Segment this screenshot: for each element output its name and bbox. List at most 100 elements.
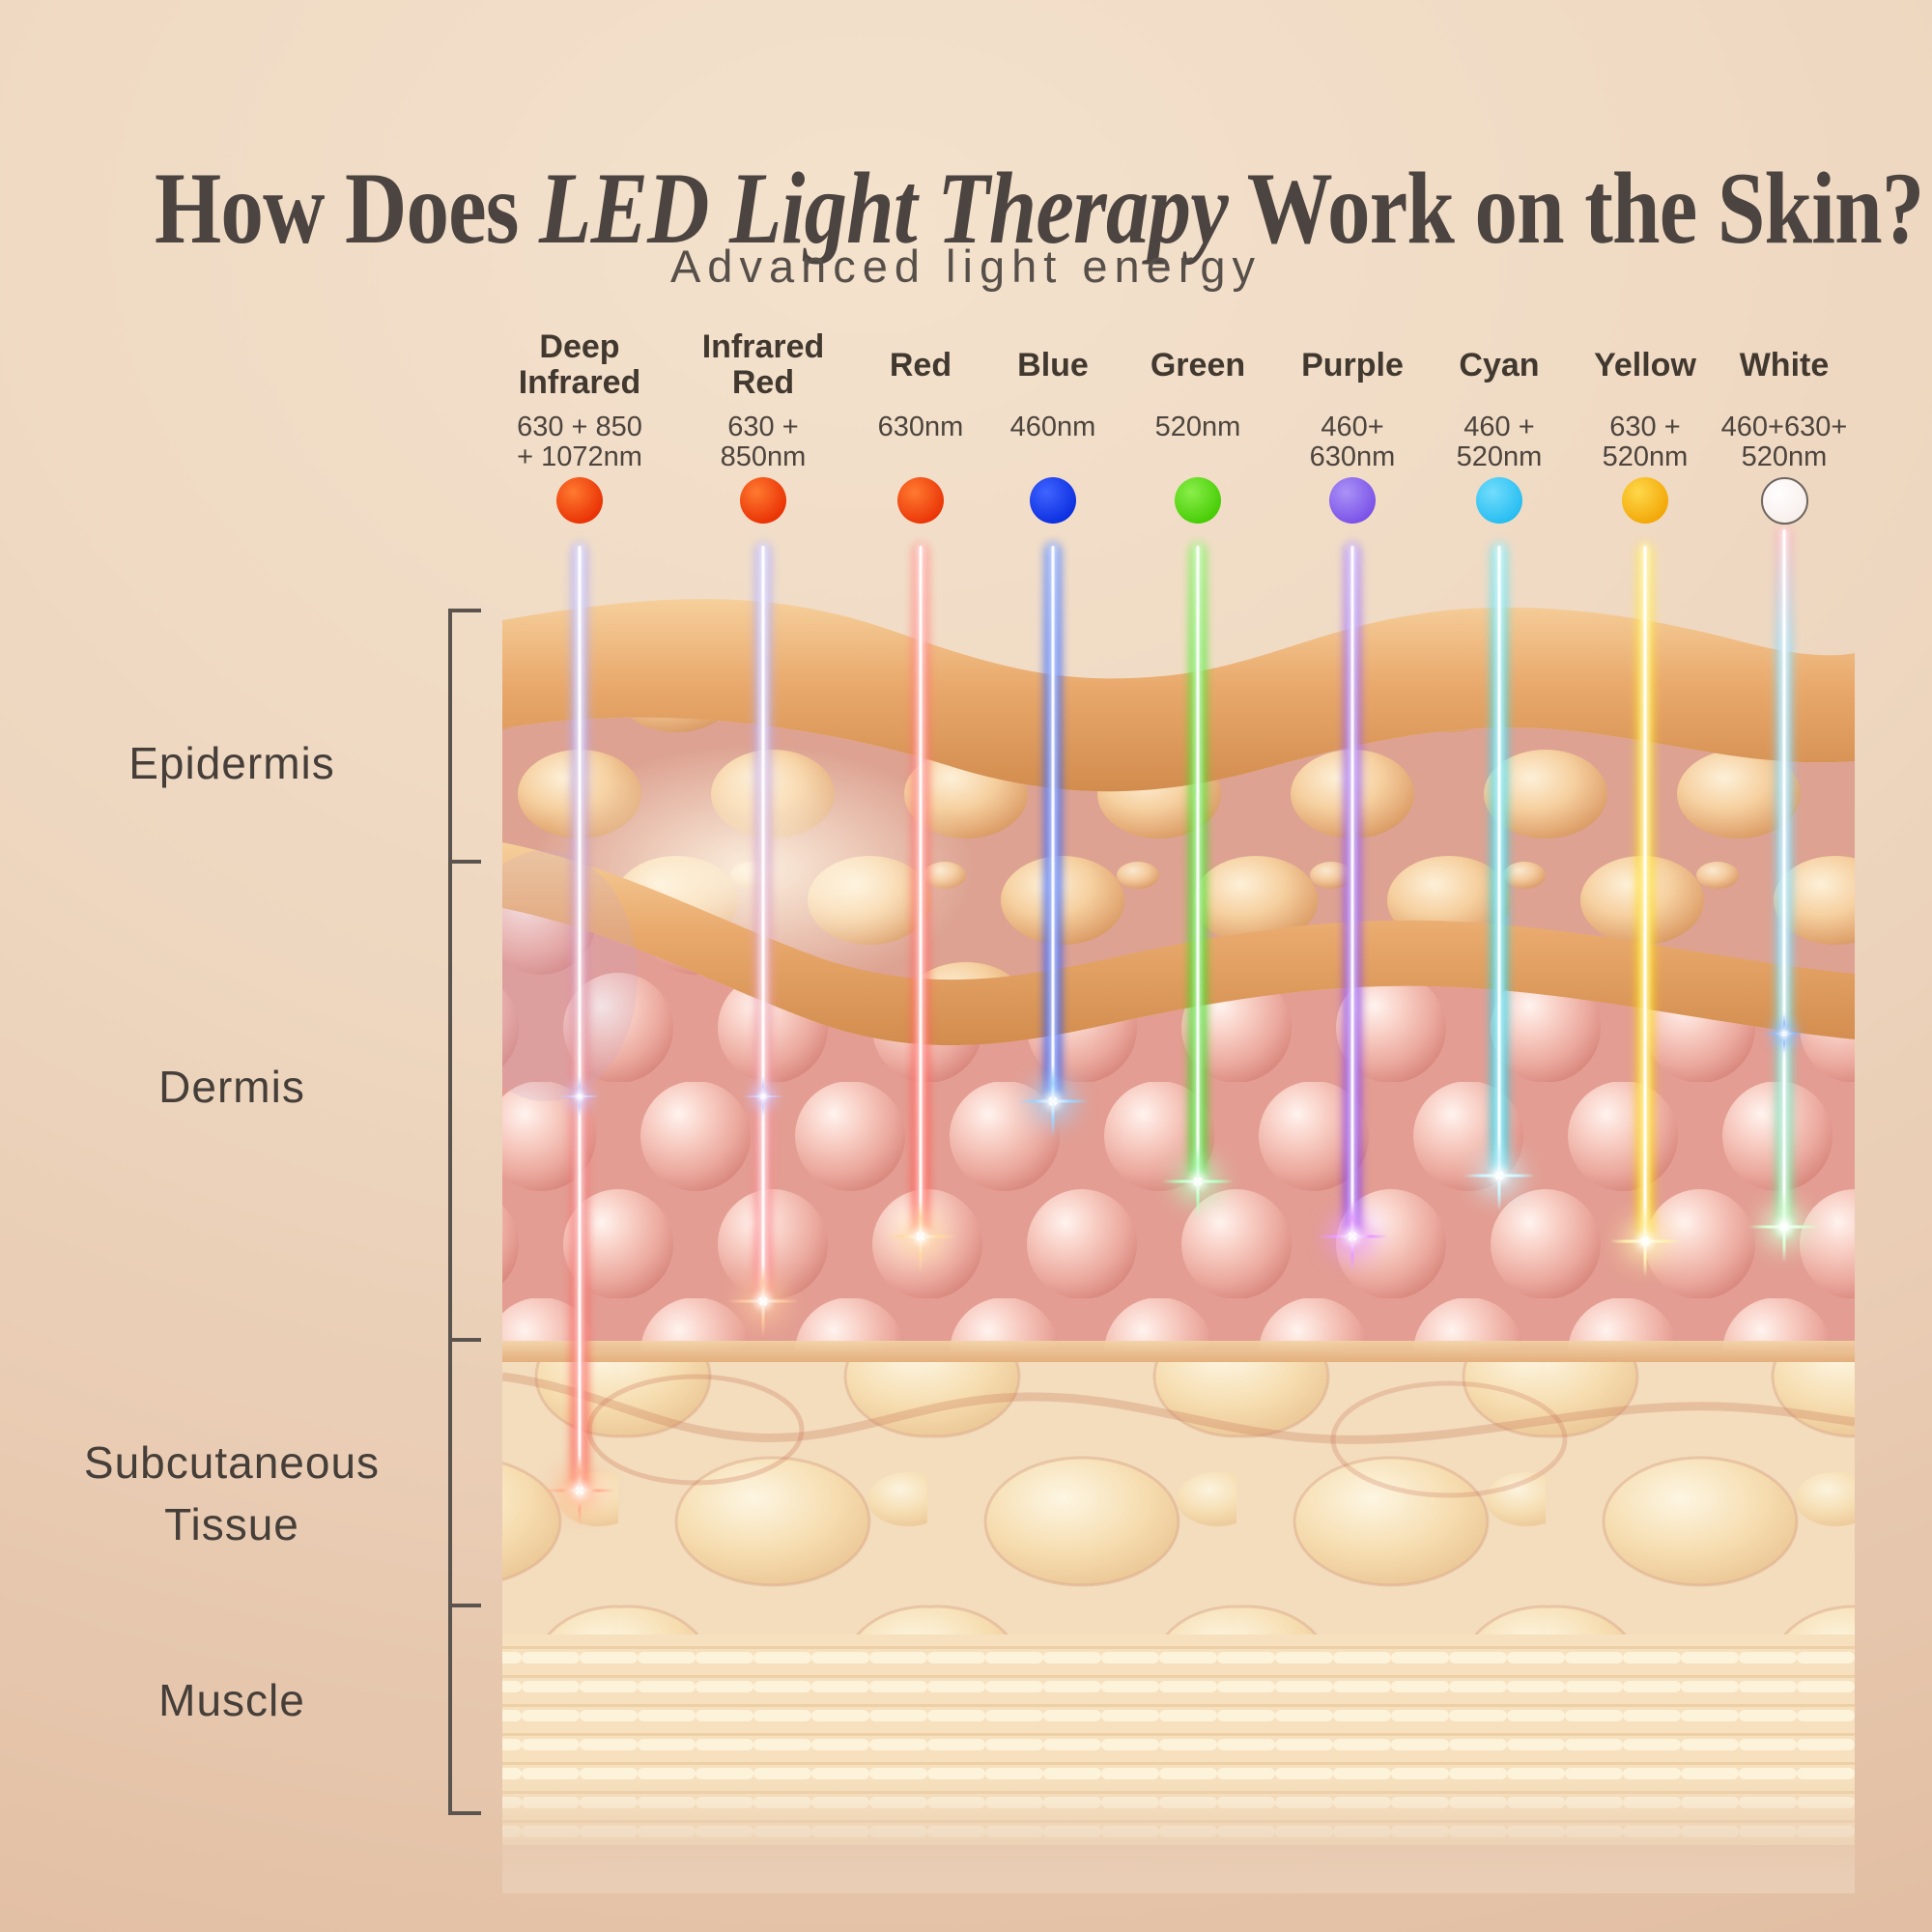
bracket-tick-dermis-subcutaneous (450, 1338, 481, 1342)
fat-lobule-outline (586, 1374, 805, 1486)
bracket-tick-epidermis-dermis (450, 860, 481, 864)
basement-membrane-band (502, 842, 1855, 1046)
beam-core (761, 546, 765, 1298)
wavelength-line: 460 + (1463, 412, 1535, 442)
layer-label-line: Subcutaneous (83, 1437, 381, 1488)
beam-green (1190, 543, 1206, 1181)
title-suffix: Work on the Skin? (1227, 152, 1925, 266)
beam-end-spark-green (1193, 1177, 1203, 1186)
wavelength-line: 460+630+ (1720, 412, 1848, 442)
beam-end-spark-deep-infrared (575, 1486, 584, 1495)
light-name-line: Red (731, 364, 795, 401)
led-dot-infrared-red (740, 477, 786, 524)
wavelength-line: 520nm (1741, 441, 1828, 472)
dermis-subcutaneous-separator (502, 1341, 1855, 1364)
wavelength-line: 630nm (877, 412, 964, 442)
skin-surface-band (502, 599, 1855, 792)
wavelength-line: 630 + (727, 412, 799, 442)
layer-label-epidermis: Epidermis (128, 738, 335, 788)
light-name: Blue (961, 325, 1145, 406)
mid-spark-infrared-red (760, 1094, 766, 1099)
wavelength-line: 520nm (1456, 441, 1543, 472)
light-name: Deep Infrared (488, 325, 671, 406)
beam-core (1196, 546, 1200, 1179)
title-prefix: How Does (155, 152, 540, 266)
led-dot-green (1175, 477, 1221, 524)
beam-core (1497, 546, 1501, 1173)
light-wavelength: 630 + 850 + 1072nm (488, 412, 671, 472)
beam-end-spark-white (1779, 1222, 1789, 1232)
light-column-deep-infrared: Deep Infrared 630 + 850 + 1072nm (488, 0, 671, 541)
light-name-line: Cyan (1459, 346, 1540, 384)
light-name: Cyan (1407, 325, 1591, 406)
wavelength-line: 460nm (1009, 412, 1096, 442)
beam-core (1782, 529, 1786, 1234)
subcutaneous-membrane (502, 1372, 1855, 1444)
light-wavelength: 630 +520nm (1553, 412, 1737, 472)
light-wavelength: 460 +520nm (1407, 412, 1591, 472)
title-emphasis: LED Light Therapy (539, 152, 1229, 266)
wavelength-line: 460+ (1321, 412, 1384, 442)
beam-infrared-red (755, 543, 771, 1301)
light-name-line: Infrared (518, 364, 641, 401)
beam-end-spark-purple (1348, 1232, 1357, 1241)
light-name: Purple (1261, 325, 1444, 406)
layer-label-muscle: Muscle (158, 1675, 305, 1725)
dermis-lavender-tint (502, 850, 638, 1101)
beam-red (913, 543, 928, 1236)
wavelength-line: + 1072nm (517, 441, 642, 472)
beam-core (578, 546, 582, 1488)
beam-purple (1345, 543, 1360, 1236)
light-column-purple: Purple 460+ 630nm (1261, 0, 1444, 541)
led-dot-cyan (1476, 477, 1522, 524)
wavelength-line: 520nm (1602, 441, 1689, 472)
wavelength-line: 630nm (1309, 441, 1396, 472)
light-name-line: Red (889, 346, 952, 384)
skin-cross-section-illustration (502, 599, 1855, 1893)
bracket-tick-top (450, 609, 481, 612)
light-name-line: Deep (539, 328, 620, 365)
led-dot-purple (1329, 477, 1376, 524)
light-name: White (1692, 325, 1876, 406)
mid-spark-white (1781, 1031, 1787, 1037)
subcutaneous-fat (502, 1362, 1855, 1638)
light-name-line: Blue (1017, 346, 1089, 384)
bracket-tick-subcutaneous-muscle (450, 1604, 481, 1607)
light-name-line: Purple (1301, 346, 1404, 384)
beam-deep-infrared (572, 543, 587, 1491)
beam-core (1350, 546, 1354, 1234)
wavelength-line: 520nm (1154, 412, 1241, 442)
light-name: Red (829, 325, 1012, 406)
led-dot-yellow (1622, 477, 1668, 524)
light-column-blue: Blue 460nm (961, 0, 1145, 541)
beam-end-spark-yellow (1640, 1236, 1650, 1246)
light-name-line: Yellow (1594, 346, 1696, 384)
subtitle: Advanced light energy (669, 241, 1263, 292)
light-column-cyan: Cyan 460 +520nm (1407, 0, 1591, 541)
layer-label-line: Tissue (164, 1499, 299, 1549)
mid-spark-deep-infrared (577, 1094, 582, 1099)
led-dot-deep-infrared (556, 477, 603, 524)
light-wavelength: 630nm (829, 412, 1012, 442)
light-wavelength: 630 +850nm (671, 412, 855, 472)
led-dot-white (1761, 477, 1808, 525)
light-column-yellow: Yellow 630 +520nm (1553, 0, 1737, 541)
light-name: Yellow (1553, 325, 1737, 406)
layer-label-dermis: Dermis (158, 1062, 305, 1112)
light-wavelength: 460nm (961, 412, 1145, 442)
light-column-green: Green 520nm (1106, 0, 1290, 541)
light-wavelength: 520nm (1106, 412, 1290, 442)
light-name-line: White (1739, 346, 1830, 384)
beam-end-spark-cyan (1494, 1171, 1504, 1180)
light-column-white: White 460+630+ 520nm (1692, 0, 1876, 541)
fat-lobule-outline (1330, 1380, 1568, 1498)
wavelength-line: 850nm (720, 441, 807, 472)
beam-end-spark-infrared-red (758, 1296, 768, 1306)
dermis-cells (502, 908, 1855, 1350)
beam-white (1776, 526, 1792, 1236)
beam-cyan (1492, 543, 1507, 1176)
light-name: Green (1106, 325, 1290, 406)
wavelength-line: 630 + (1609, 412, 1681, 442)
beam-core (919, 546, 923, 1234)
